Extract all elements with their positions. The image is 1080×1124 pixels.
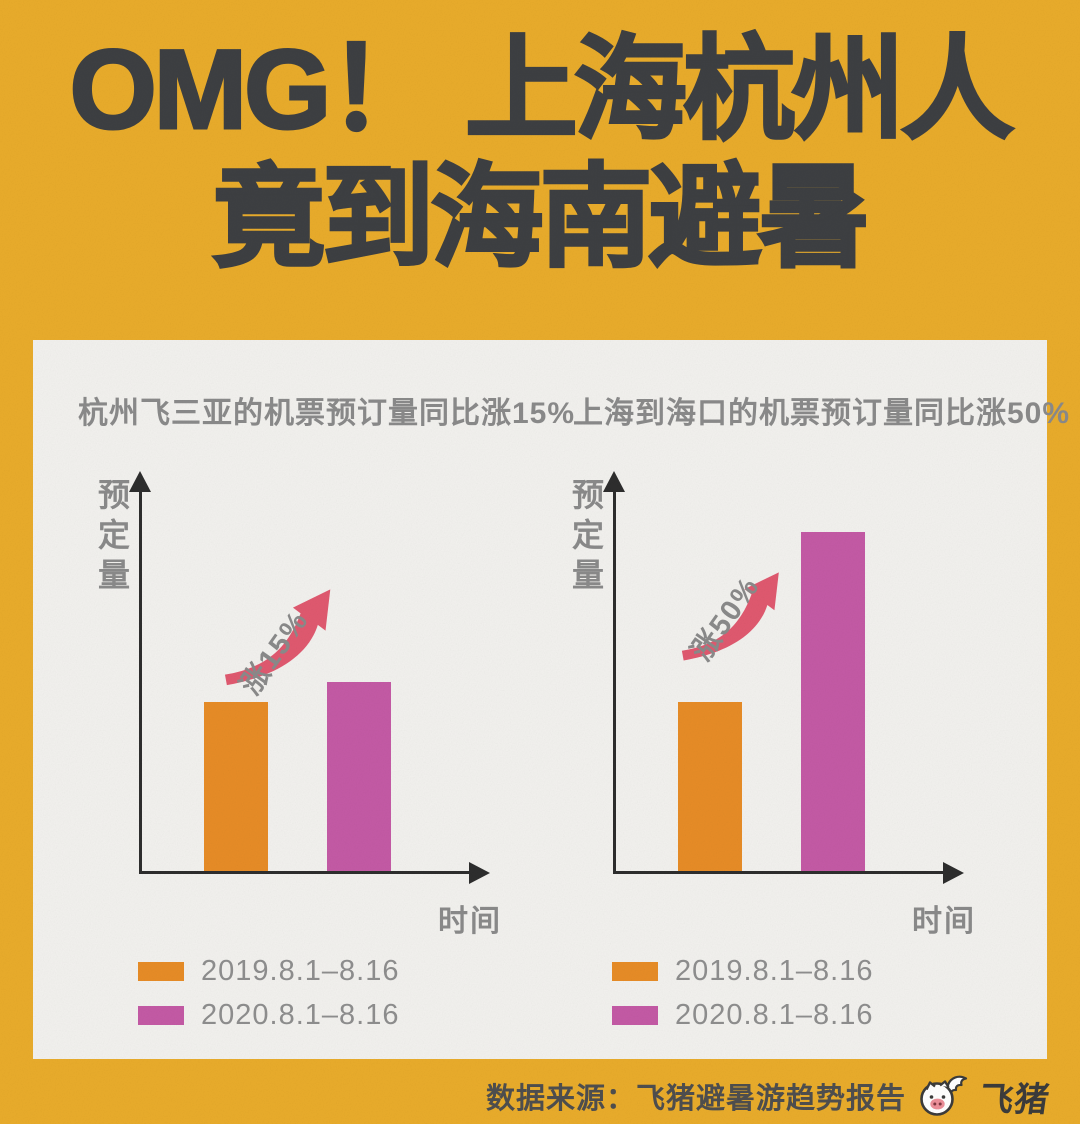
legend-swatch-2019 xyxy=(612,961,658,981)
bar-2020 xyxy=(327,682,391,872)
legend: 2019.8.1–8.16 2020.8.1–8.16 xyxy=(138,954,400,1031)
chart-title: 上海到海口的机票预订量同比涨50% xyxy=(573,397,1071,430)
fliggy-logo-text: 飞猪 xyxy=(976,1080,1053,1119)
x-axis-label: 时间 xyxy=(912,905,976,938)
legend-item-2019: 2019.8.1–8.16 xyxy=(612,954,874,987)
legend-item-2020: 2020.8.1–8.16 xyxy=(612,998,874,1031)
legend-label-2020: 2020.8.1–8.16 xyxy=(201,998,400,1031)
legend: 2019.8.1–8.16 2020.8.1–8.16 xyxy=(612,954,874,1031)
legend-swatch-2020 xyxy=(612,1005,658,1025)
x-axis-label: 时间 xyxy=(438,905,502,938)
chart-shanghai-haikou: 上海到海口的机票预订量同比涨50% 预定量 时间 涨50% 2019.8.1–8… xyxy=(540,340,1069,1059)
y-axis-label: 预定量 xyxy=(568,478,604,598)
chart-hangzhou-sanya: 杭州飞三亚的机票预订量同比涨15% 预定量 时间 涨15% 2019.8.1–8… xyxy=(33,340,574,1059)
title-line-1: OMG！ 上海杭州人 xyxy=(68,26,1015,154)
legend-item-2019: 2019.8.1–8.16 xyxy=(138,954,400,987)
y-axis xyxy=(613,490,616,874)
page-title: OMG！ 上海杭州人 竟到海南避暑 xyxy=(0,26,1080,282)
fliggy-pig-logo-icon xyxy=(920,1075,968,1116)
footer: 数据来源：飞猪避暑游趋势报告 飞猪 xyxy=(485,1074,1052,1119)
x-axis-arrow-icon xyxy=(469,862,490,884)
x-axis xyxy=(139,871,471,874)
x-axis-arrow-icon xyxy=(943,862,964,884)
legend-swatch-2019 xyxy=(138,961,184,981)
y-axis xyxy=(139,490,142,874)
title-line-2: 竟到海南避暑 xyxy=(212,154,872,282)
legend-item-2020: 2020.8.1–8.16 xyxy=(138,998,400,1031)
x-axis xyxy=(613,871,945,874)
charts-card: 杭州飞三亚的机票预订量同比涨15% 预定量 时间 涨15% 2019.8.1–8… xyxy=(33,340,1069,1059)
y-axis-arrow-icon xyxy=(603,471,625,492)
bar-2019 xyxy=(204,702,268,872)
legend-label-2019: 2019.8.1–8.16 xyxy=(675,954,874,987)
legend-label-2019: 2019.8.1–8.16 xyxy=(201,954,400,987)
chart-title: 杭州飞三亚的机票预订量同比涨15% xyxy=(78,397,576,430)
y-axis-label: 预定量 xyxy=(94,478,130,598)
legend-label-2020: 2020.8.1–8.16 xyxy=(675,998,874,1031)
legend-swatch-2020 xyxy=(138,1005,184,1025)
bar-2019 xyxy=(678,702,742,872)
bar-2020 xyxy=(801,532,865,872)
data-source-text: 数据来源：飞猪避暑游趋势报告 xyxy=(485,1083,906,1115)
y-axis-arrow-icon xyxy=(129,471,151,492)
